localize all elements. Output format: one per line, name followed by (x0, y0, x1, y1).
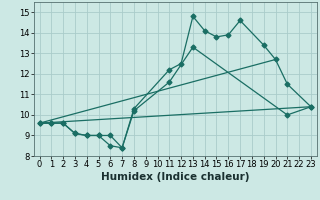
X-axis label: Humidex (Indice chaleur): Humidex (Indice chaleur) (101, 172, 250, 182)
